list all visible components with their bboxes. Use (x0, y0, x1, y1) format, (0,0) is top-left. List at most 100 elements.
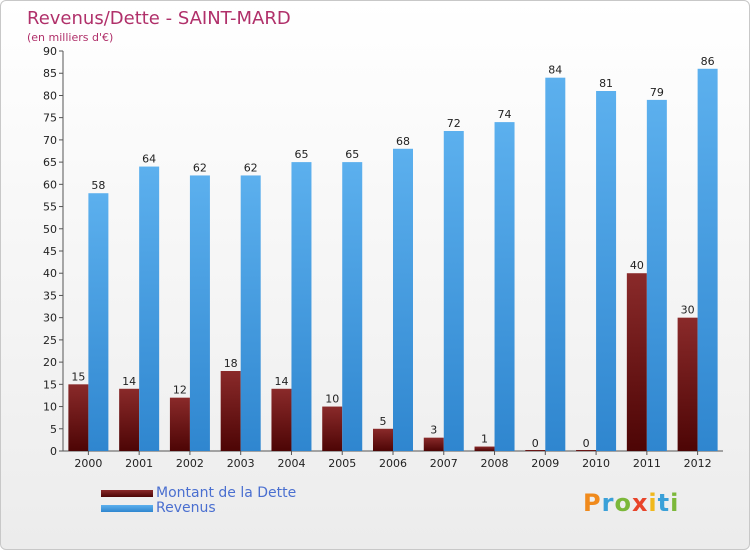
x-tick-label: 2009 (531, 457, 559, 470)
y-tick-label: 45 (43, 245, 57, 258)
logo-letter: x (631, 489, 649, 517)
x-tick-label: 2008 (481, 457, 509, 470)
bar-revenus (88, 193, 109, 451)
bar-dette (68, 384, 89, 451)
bar-dette (677, 317, 698, 451)
data-label: 62 (193, 161, 207, 174)
bar-dette (525, 450, 546, 451)
bar-dette (169, 397, 190, 451)
data-label: 0 (532, 437, 539, 450)
bar-revenus (342, 162, 363, 451)
x-tick-label: 2010 (582, 457, 610, 470)
x-tick-label: 2002 (176, 457, 204, 470)
y-tick-label: 50 (43, 223, 57, 236)
bar-revenus (596, 91, 617, 451)
y-tick-label: 35 (43, 289, 57, 302)
legend-swatch-debt (101, 490, 153, 497)
data-label: 5 (380, 415, 387, 428)
data-label: 86 (701, 55, 715, 68)
bar-revenus (189, 175, 210, 451)
data-label: 64 (142, 153, 156, 166)
y-tick-label: 40 (43, 267, 57, 280)
data-label: 14 (122, 375, 136, 388)
bar-revenus (291, 162, 312, 451)
y-tick-label: 75 (43, 112, 57, 125)
y-tick-label: 90 (43, 45, 57, 58)
x-tick-label: 2001 (125, 457, 153, 470)
bar-revenus (697, 68, 718, 452)
chart-title: Revenus/Dette - SAINT-MARD (27, 8, 291, 29)
y-tick-label: 10 (43, 401, 57, 414)
x-tick-label: 2012 (684, 457, 712, 470)
data-label: 12 (173, 384, 187, 397)
y-tick-label: 25 (43, 334, 57, 347)
y-tick-label: 0 (50, 445, 57, 458)
logo-letter: r (601, 489, 615, 517)
logo-letter: t (657, 489, 671, 517)
legend-label-revenue: Revenus (156, 500, 216, 516)
bar-revenus (443, 131, 464, 451)
y-tick-label: 55 (43, 201, 57, 214)
bar-revenus (646, 99, 667, 451)
legend-label-debt: Montant de la Dette (156, 485, 297, 501)
x-tick-label: 2003 (227, 457, 255, 470)
data-label: 0 (583, 437, 590, 450)
bar-dette (271, 388, 292, 451)
data-label: 84 (548, 64, 562, 77)
bar-revenus (545, 77, 566, 452)
bar-dette (322, 406, 343, 451)
bar-dette (373, 428, 393, 451)
data-label: 62 (244, 161, 258, 174)
data-label: 15 (71, 370, 85, 383)
bar-dette (220, 371, 241, 451)
bar-dette (626, 273, 647, 451)
logo-letter: i (670, 489, 680, 517)
bar-dette (119, 388, 140, 451)
data-label: 10 (325, 393, 339, 406)
x-tick-label: 2011 (633, 457, 661, 470)
data-label: 30 (681, 304, 695, 317)
x-tick-label: 2006 (379, 457, 407, 470)
bar-dette (423, 437, 444, 451)
bar-revenus (240, 175, 261, 451)
bar-revenus (393, 148, 413, 451)
y-tick-label: 80 (43, 89, 57, 102)
y-tick-label: 85 (43, 67, 57, 80)
x-tick-label: 2005 (328, 457, 356, 470)
data-label: 74 (498, 108, 512, 121)
x-tick-label: 2000 (74, 457, 102, 470)
data-label: 79 (650, 86, 664, 99)
data-label: 65 (345, 148, 359, 161)
y-tick-label: 20 (43, 356, 57, 369)
data-label: 1 (481, 433, 488, 446)
logo-letter: i (648, 489, 658, 517)
logo-letter: P (583, 489, 602, 517)
data-label: 14 (274, 375, 288, 388)
y-tick-label: 65 (43, 156, 57, 169)
data-label: 18 (224, 357, 238, 370)
y-tick-label: 30 (43, 312, 57, 325)
x-tick-label: 2007 (430, 457, 458, 470)
data-label: 3 (430, 424, 437, 437)
data-label: 58 (91, 179, 105, 192)
y-tick-label: 15 (43, 378, 57, 391)
chart-subtitle: (en milliers d'€) (27, 31, 114, 44)
bar-dette (474, 446, 495, 451)
legend-swatch-revenue (101, 505, 153, 512)
y-tick-label: 5 (50, 423, 57, 436)
data-label: 65 (294, 148, 308, 161)
data-label: 40 (630, 259, 644, 272)
data-label: 68 (396, 135, 410, 148)
y-tick-label: 60 (43, 178, 57, 191)
bar-dette (576, 450, 597, 451)
y-tick-label: 70 (43, 134, 57, 147)
logo-letter: o (614, 489, 632, 517)
bar-revenus (139, 166, 160, 452)
data-label: 72 (447, 117, 461, 130)
data-label: 81 (599, 77, 613, 90)
x-tick-label: 2004 (277, 457, 305, 470)
bar-revenus (494, 122, 515, 451)
proxiti-logo: Proxiti (583, 489, 679, 517)
